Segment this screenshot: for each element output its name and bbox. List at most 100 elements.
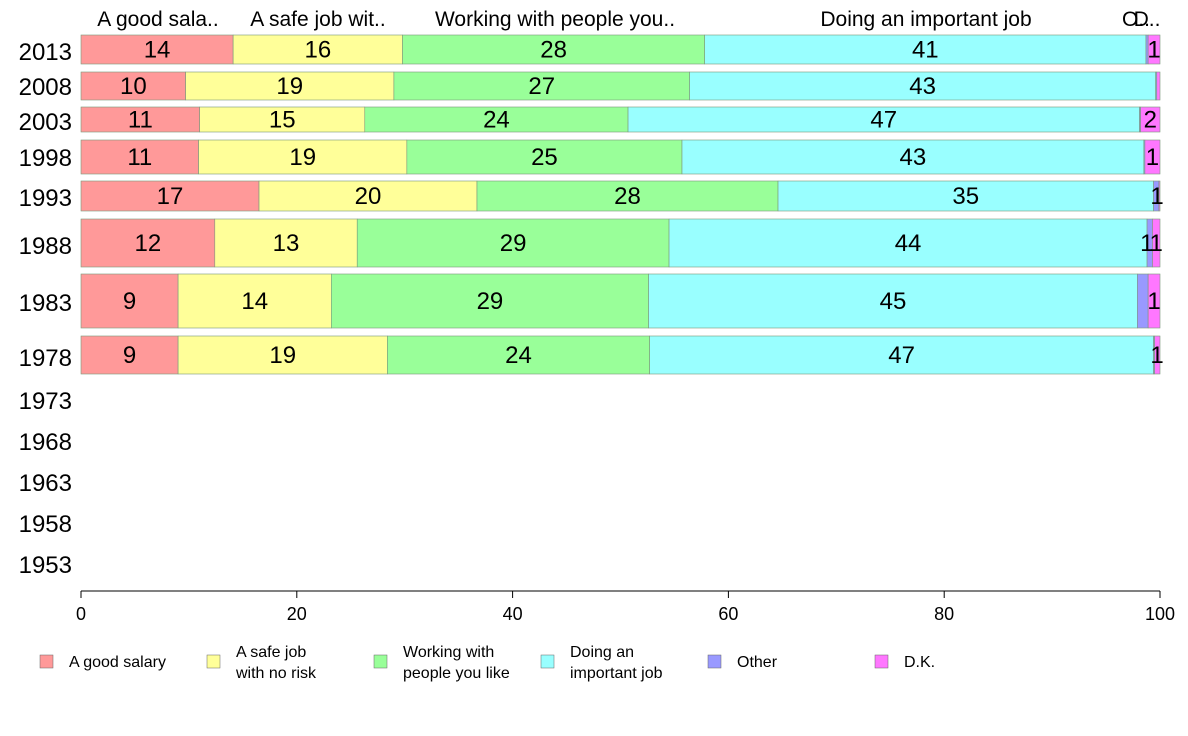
data-label: 1 <box>1150 183 1163 210</box>
data-label: 20 <box>355 183 382 210</box>
data-label: 43 <box>909 73 936 100</box>
data-label: 29 <box>477 288 504 315</box>
data-label: 19 <box>269 342 296 369</box>
year-label: 1958 <box>19 511 72 538</box>
bar-segment <box>393 71 690 101</box>
bar-segment <box>80 139 199 175</box>
data-label: 28 <box>614 183 641 210</box>
legend-label: with no risk <box>235 665 317 682</box>
legend-label: important job <box>570 665 663 682</box>
column-header-label: O.. <box>1122 8 1150 31</box>
bar-segment <box>1156 71 1161 101</box>
bar-row: 11 15 24 47 2 <box>80 106 1161 134</box>
legend-item: Working with people you like <box>373 644 510 682</box>
bar-row: 10 19 27 43 <box>80 71 1161 101</box>
bar-segment <box>198 139 408 175</box>
column-header-label: Working with people you.. <box>435 8 675 31</box>
bar-segment <box>356 218 670 268</box>
data-label: 1 <box>1146 144 1159 171</box>
legend-label: A safe job <box>236 644 306 661</box>
year-label: 1973 <box>19 388 72 415</box>
year-label: 2008 <box>19 74 72 101</box>
data-label: 1 <box>1147 37 1160 64</box>
x-tick-label: 40 <box>503 604 523 624</box>
legend-item: D.K. <box>874 654 935 671</box>
bar-segment <box>232 34 403 65</box>
legend-label: Other <box>737 654 778 671</box>
bar-segment <box>1147 273 1161 329</box>
legend-swatch <box>373 654 388 669</box>
bar-segment <box>1147 34 1161 65</box>
x-tick-label: 80 <box>934 604 954 624</box>
bar-segment <box>1140 106 1161 133</box>
year-label: 1983 <box>19 290 72 317</box>
year-label: 1993 <box>19 185 72 212</box>
year-axis-labels: 2013 2008 2003 1998 1993 1988 1983 1978 1973 1968… <box>19 39 72 579</box>
legend-item: A safe job with no risk <box>206 644 317 682</box>
data-label: 9 <box>123 288 136 315</box>
data-label: 14 <box>144 37 171 64</box>
bar-segment <box>214 218 358 268</box>
bar-segment <box>648 273 1138 329</box>
data-label: 24 <box>483 107 510 134</box>
bar-segment <box>1158 180 1161 212</box>
data-label: 47 <box>888 342 915 369</box>
legend-label: A good salary <box>69 654 166 671</box>
bar-segment <box>406 139 683 175</box>
year-label: 1953 <box>19 552 72 579</box>
data-label: 19 <box>289 144 316 171</box>
legend: A good salary A safe job with no risk Worki… <box>39 644 935 682</box>
bar-segment <box>199 106 366 133</box>
bar-row: 17 20 28 35 1 <box>80 180 1164 212</box>
bar-segment <box>80 273 179 329</box>
bar-segment <box>258 180 478 212</box>
data-label: 1 <box>1147 288 1160 315</box>
data-label: 14 <box>241 288 268 315</box>
legend-label: people you like <box>403 665 510 682</box>
data-label: 35 <box>952 183 979 210</box>
legend-label: Working with <box>403 644 494 661</box>
x-tick-label: 20 <box>287 604 307 624</box>
year-label: 1963 <box>19 470 72 497</box>
data-label: 41 <box>912 37 939 64</box>
legend-label: Doing an <box>570 644 634 661</box>
bar-segment <box>1152 218 1161 268</box>
year-label: 2013 <box>19 39 72 66</box>
bar-row: 11 19 25 43 1 <box>80 139 1161 175</box>
bar-segment <box>177 273 332 329</box>
bar-segment <box>387 335 650 375</box>
legend-swatch <box>39 654 54 669</box>
year-label: 1998 <box>19 145 72 172</box>
year-label: 2003 <box>19 109 72 136</box>
data-label: 17 <box>157 183 184 210</box>
data-label: 16 <box>304 37 331 64</box>
legend-swatch <box>707 654 722 669</box>
data-label: 12 <box>135 230 162 257</box>
bar-row: 9 14 29 45 1 <box>80 273 1161 329</box>
bar-segment <box>476 180 779 212</box>
data-label: 25 <box>531 144 558 171</box>
bar-row: 12 13 29 44 11 <box>80 218 1163 268</box>
data-label: 24 <box>505 342 532 369</box>
data-label: 19 <box>276 73 303 100</box>
data-label: 1 <box>1150 230 1163 257</box>
data-label: 11 <box>127 144 152 171</box>
bar-segment <box>668 218 1148 268</box>
bar-segment <box>777 180 1154 212</box>
bar-segment <box>80 335 179 375</box>
data-label: 10 <box>120 73 147 100</box>
column-header-label: Doing an important job <box>820 8 1031 31</box>
column-header-label: A safe job wit.. <box>250 8 385 31</box>
data-label: 1 <box>1150 342 1163 369</box>
data-label: 11 <box>128 107 153 134</box>
bar-row: 14 16 28 41 1 <box>80 34 1161 65</box>
legend-swatch <box>540 654 555 669</box>
bar-segment <box>1144 139 1161 175</box>
x-tick-label: 0 <box>76 604 86 624</box>
year-label: 1988 <box>19 233 72 260</box>
bar-segment <box>1154 335 1161 375</box>
data-label: 27 <box>528 73 555 100</box>
bar-segment <box>331 273 649 329</box>
data-label: 15 <box>269 107 296 134</box>
